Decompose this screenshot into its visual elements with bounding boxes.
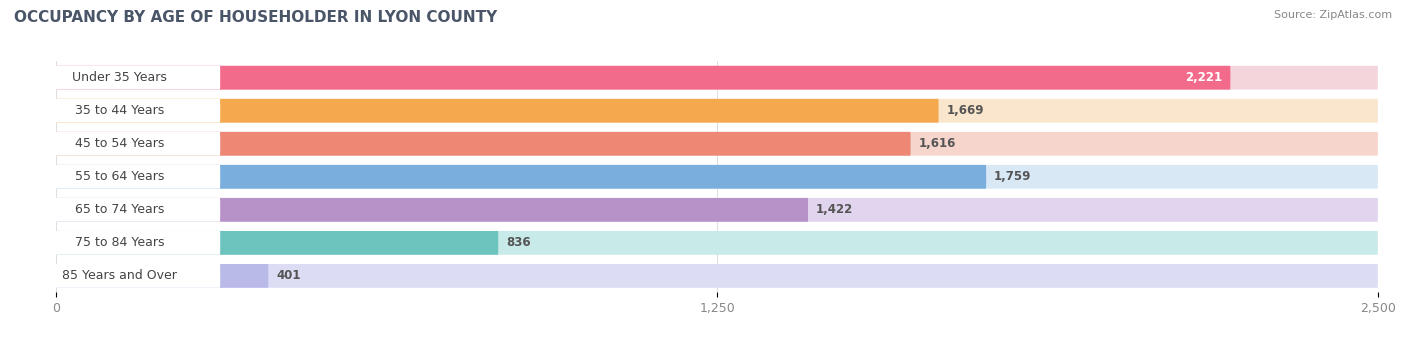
FancyBboxPatch shape <box>56 231 1378 255</box>
Text: 1,669: 1,669 <box>946 104 984 117</box>
FancyBboxPatch shape <box>20 165 221 189</box>
FancyBboxPatch shape <box>20 132 221 156</box>
FancyBboxPatch shape <box>56 165 986 189</box>
Text: 1,759: 1,759 <box>994 170 1032 183</box>
FancyBboxPatch shape <box>20 231 221 255</box>
FancyBboxPatch shape <box>20 99 221 123</box>
FancyBboxPatch shape <box>20 66 221 90</box>
Text: 55 to 64 Years: 55 to 64 Years <box>75 170 165 183</box>
FancyBboxPatch shape <box>56 99 939 123</box>
Text: 1,616: 1,616 <box>918 137 956 150</box>
Text: 35 to 44 Years: 35 to 44 Years <box>75 104 165 117</box>
Text: 45 to 54 Years: 45 to 54 Years <box>75 137 165 150</box>
FancyBboxPatch shape <box>56 231 498 255</box>
Text: Under 35 Years: Under 35 Years <box>72 71 167 84</box>
FancyBboxPatch shape <box>56 264 1378 288</box>
FancyBboxPatch shape <box>56 132 911 156</box>
Text: 401: 401 <box>276 269 301 283</box>
FancyBboxPatch shape <box>20 264 221 288</box>
Text: 75 to 84 Years: 75 to 84 Years <box>75 236 165 249</box>
Text: 1,422: 1,422 <box>815 203 853 216</box>
FancyBboxPatch shape <box>56 198 1378 222</box>
Text: 85 Years and Over: 85 Years and Over <box>62 269 177 283</box>
FancyBboxPatch shape <box>56 66 1230 90</box>
FancyBboxPatch shape <box>56 264 269 288</box>
FancyBboxPatch shape <box>56 165 1378 189</box>
Text: 836: 836 <box>506 236 531 249</box>
FancyBboxPatch shape <box>56 66 1378 90</box>
FancyBboxPatch shape <box>56 99 1378 123</box>
Text: 65 to 74 Years: 65 to 74 Years <box>75 203 165 216</box>
Text: OCCUPANCY BY AGE OF HOUSEHOLDER IN LYON COUNTY: OCCUPANCY BY AGE OF HOUSEHOLDER IN LYON … <box>14 10 498 25</box>
FancyBboxPatch shape <box>56 132 1378 156</box>
FancyBboxPatch shape <box>56 198 808 222</box>
Text: Source: ZipAtlas.com: Source: ZipAtlas.com <box>1274 10 1392 20</box>
FancyBboxPatch shape <box>20 198 221 222</box>
Text: 2,221: 2,221 <box>1185 71 1222 84</box>
